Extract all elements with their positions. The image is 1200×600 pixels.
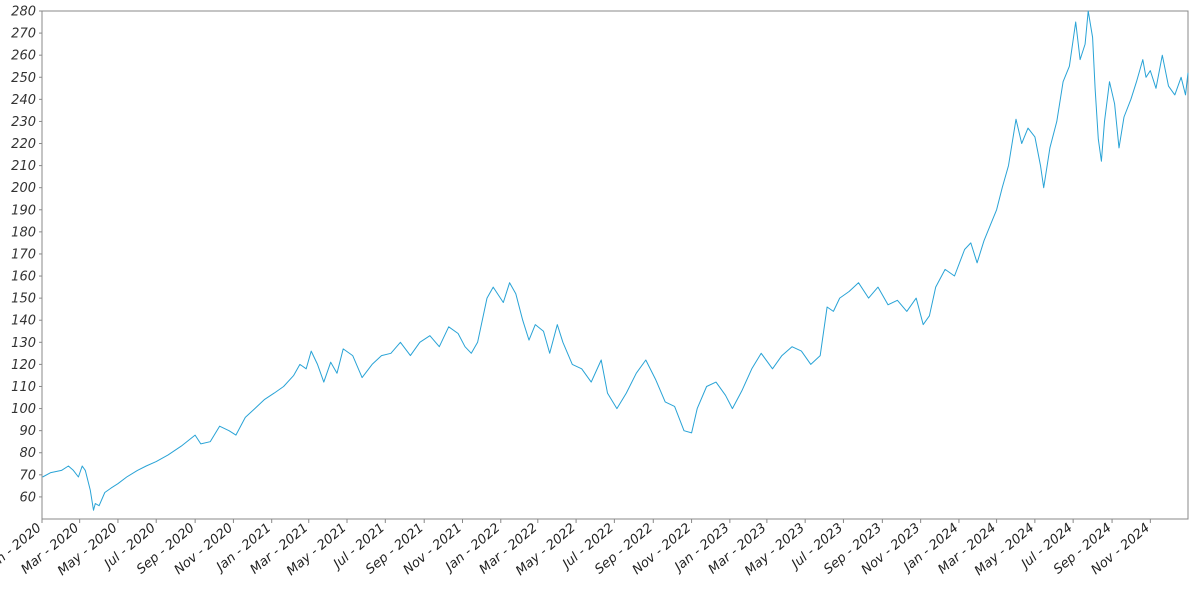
y-tick-label: 230 xyxy=(11,115,36,130)
y-tick-label: 160 xyxy=(11,270,36,285)
y-tick-label: 170 xyxy=(11,247,36,262)
y-tick-label: 60 xyxy=(19,490,36,505)
y-tick-label: 120 xyxy=(11,358,36,373)
y-tick-label: 90 xyxy=(19,424,36,439)
y-tick-label: 240 xyxy=(11,93,36,108)
y-tick-label: 110 xyxy=(11,380,36,395)
y-tick-label: 140 xyxy=(11,314,36,329)
y-tick-label: 250 xyxy=(11,71,36,86)
y-tick-label: 260 xyxy=(11,49,36,64)
y-tick-label: 80 xyxy=(19,446,36,461)
y-tick-label: 190 xyxy=(11,203,36,218)
plot-frame xyxy=(41,10,1189,520)
y-tick-label: 70 xyxy=(19,468,36,483)
plot-area xyxy=(41,10,1189,520)
y-tick-label: 270 xyxy=(11,27,36,42)
y-tick-label: 280 xyxy=(11,5,36,20)
series-line xyxy=(42,10,1189,511)
y-tick-label: 130 xyxy=(11,336,36,351)
y-tick-label: 210 xyxy=(11,159,36,174)
y-axis: 60 70 80 90 100 110 120 130 140 150 160 170 180 190 20… xyxy=(11,5,42,505)
y-tick-label: 100 xyxy=(11,402,36,417)
y-tick-label: 150 xyxy=(11,292,36,307)
y-tick-label: 220 xyxy=(11,137,36,152)
y-tick-label: 200 xyxy=(11,181,36,196)
y-tick-label: 180 xyxy=(11,225,36,240)
